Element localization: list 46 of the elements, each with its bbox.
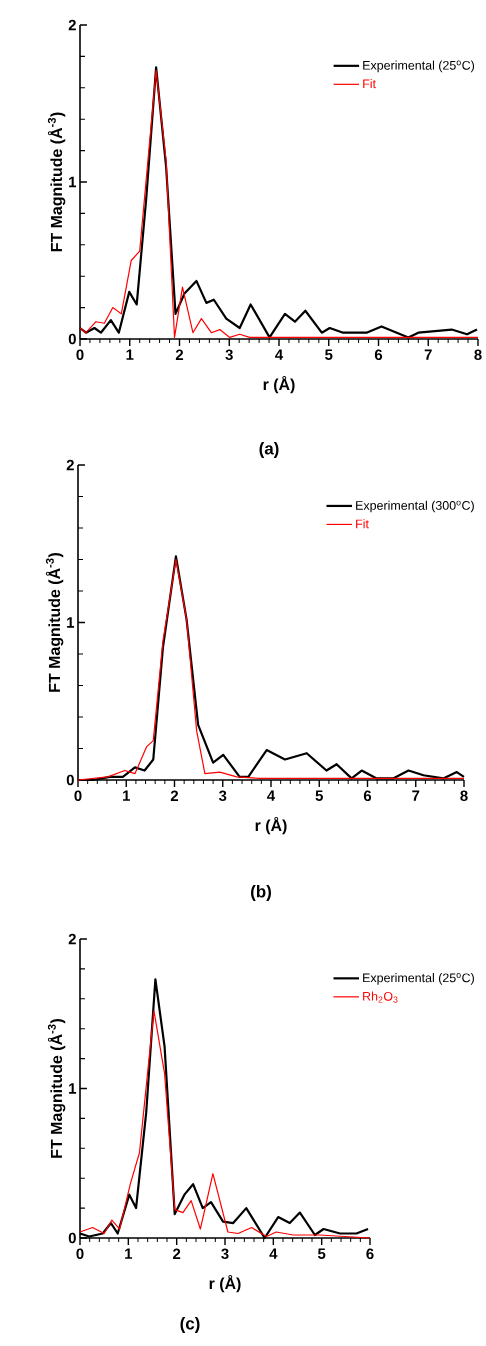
legend-label: Experimental (25$^{o}$C) [363, 973, 474, 985]
x-tick-label: 4 [275, 349, 284, 360]
x-tick-label: 6 [374, 349, 383, 361]
text: (c) [180, 1317, 200, 1333]
x-tick-label: 7 [412, 790, 420, 801]
y-tick-label: 0 [66, 774, 74, 786]
x-tick-label: 4 [267, 790, 276, 801]
y-tick-label: 2 [68, 933, 76, 945]
y-tick-label: 2 [66, 459, 74, 471]
x-tick-label: 3 [218, 790, 227, 802]
x-tick-label: 8 [474, 349, 482, 361]
x-tick-label: 5 [315, 790, 323, 801]
y-axis-title: FT Magnitude (Å$^{-3}$) [47, 1019, 66, 1158]
x-tick-label: 2 [175, 349, 184, 360]
legend-label: Fit [356, 519, 369, 529]
x-tick-label: 3 [221, 1248, 229, 1260]
x-axis-title: r (Å) [263, 375, 295, 394]
x-tick-label: 2 [170, 790, 179, 801]
y-tick-label: 0 [68, 333, 76, 345]
x-tick-label: 1 [123, 790, 130, 801]
x-tick-label: 6 [366, 1248, 374, 1260]
text: (b) [251, 885, 271, 901]
x-tick-label: 6 [363, 790, 372, 802]
x-tick-label: 5 [317, 1248, 326, 1259]
x-tick-label: 2 [173, 1248, 181, 1259]
y-tick-label: 1 [69, 1083, 77, 1094]
y-tick-label: 1 [67, 617, 75, 628]
y-tick-label: 0 [68, 1232, 76, 1244]
y-tick-label: 1 [69, 176, 77, 188]
x-axis-title: r (Å) [209, 1274, 241, 1293]
y-axis-title: FT Magnitude (Å$^{-3}$) [45, 553, 64, 692]
x-tick-label: 1 [126, 349, 134, 360]
x-tick-label: 7 [424, 349, 432, 360]
legend-label: Fit [363, 79, 376, 89]
legend-label: Experimental (25$^{o}$C) [363, 60, 475, 73]
y-axis-title: FT Magnitude (Å$^{-3}$) [47, 112, 66, 252]
x-tick-label: 5 [325, 349, 333, 360]
text: (a) [259, 442, 279, 458]
legend-label: Rh$_{2}$O$_{3}$ [363, 991, 398, 1003]
y-tick-label: 2 [68, 19, 76, 31]
x-tick-label: 8 [460, 790, 468, 802]
x-tick-label: 4 [269, 1248, 278, 1259]
x-tick-label: 3 [225, 349, 233, 361]
legend-label: Experimental (300$^{o}$C) [356, 500, 474, 513]
x-axis-title: r (Å) [255, 816, 287, 835]
x-tick-label: 1 [125, 1248, 133, 1259]
